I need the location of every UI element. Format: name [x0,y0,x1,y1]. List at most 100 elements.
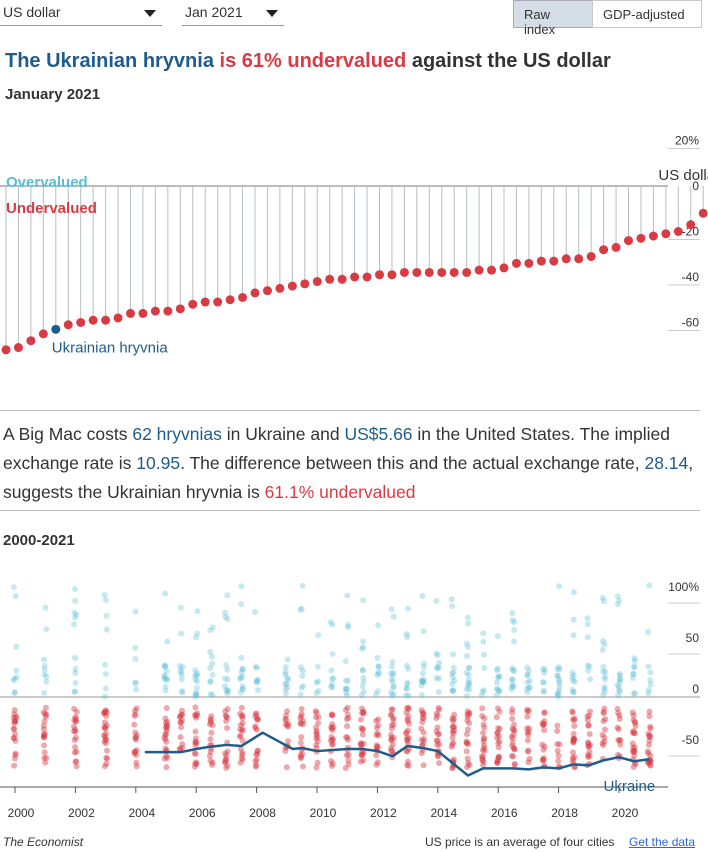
currency-dot [480,753,487,760]
currency-dot [450,716,457,723]
currency-dot [102,725,109,732]
get-data-link[interactable]: Get the data [629,835,696,849]
currency-dot [647,725,654,732]
currency-dot [449,674,456,681]
currency-dot [479,756,486,763]
currency-dot [390,715,397,722]
currency-dot [541,709,548,716]
currency-dot [344,692,351,699]
currency-dot [299,667,306,674]
date-select[interactable]: Jan 2021 [182,0,284,26]
currency-dot [313,724,320,731]
currency-dot [11,720,18,727]
currency-dot [359,683,366,690]
currency-dot [374,743,381,750]
currency-dot [600,668,607,675]
currency-dot [584,615,591,622]
currency-dot [570,735,577,742]
currency-dot [449,715,456,722]
currency-dot [495,674,502,681]
currency-dot [496,738,503,745]
currency-dot [541,679,548,686]
currency-dot [388,734,395,741]
currency-dot [464,708,471,715]
currency-dot [104,755,111,762]
currency-dot [631,744,638,751]
currency-dot [463,653,470,660]
x-tick-label: 2020 [612,806,639,820]
currency-select[interactable]: US dollar [0,0,162,26]
currency-dot [405,706,412,713]
desc-actual-rate: 28.14 [644,453,689,473]
currency-dot [631,663,638,670]
currency-dot [570,735,577,742]
currency-dot [647,732,654,739]
currency-dot [555,664,562,671]
currency-dot [463,669,470,676]
currency-dot [328,683,335,690]
currency-dot [510,683,517,690]
currency-dot [360,689,367,696]
currency-dot [511,745,518,752]
currency-dot [584,739,591,746]
currency-dot [373,732,380,739]
currency-dot [223,713,230,720]
y-tick-label: -50 [682,733,700,747]
currency-dot [390,735,397,742]
currency-dot [132,748,139,755]
currency-dot [359,710,366,717]
desc-text: . The difference between this and the ac… [180,453,645,473]
currency-dot [465,644,472,651]
currency-dot [73,708,80,715]
currency-dot [150,306,160,316]
currency-dot [178,688,185,695]
currency-dot [11,689,18,696]
currency-dot [102,671,109,678]
currency-dot [179,664,186,671]
currency-dot [586,252,596,262]
currency-dot [404,681,411,688]
x-tick-label: 2004 [128,806,155,820]
currency-dot [161,672,168,679]
currency-dot [12,718,19,725]
currency-dot [193,739,200,746]
currency-dot [525,732,532,739]
currency-dot [72,718,79,725]
currency-dot [297,715,304,722]
raw-index-button[interactable]: Raw index [513,0,593,37]
gdp-adjusted-button[interactable]: GDP-adjusted [592,0,702,28]
currency-dot [510,745,517,752]
currency-dot [599,595,606,602]
currency-dot [359,751,366,758]
currency-dot [449,765,456,772]
currency-dot [71,621,78,628]
currency-dot [358,692,365,699]
currency-dot [359,726,366,733]
currency-dot [282,690,289,697]
currency-dot [450,687,457,694]
currency-dot [175,304,185,314]
currency-dot [207,748,214,755]
currency-dot [1,345,11,355]
currency-dot [433,737,440,744]
currency-dot [285,723,292,730]
currency-dot [71,688,78,695]
currency-dot [418,736,425,743]
currency-dot [224,688,231,695]
currency-dot [359,731,366,738]
currency-dot [176,662,183,669]
currency-dot [433,728,440,735]
currency-dot [420,711,427,718]
currency-dot [569,674,576,681]
currency-dot [374,730,381,737]
currency-dot [617,737,624,744]
currency-dot [390,716,397,723]
currency-dot [524,748,531,755]
currency-dot [437,267,447,277]
currency-dot [360,749,367,756]
currency-dot [631,747,638,754]
currency-dot [192,672,199,679]
base-currency-label: US dollar [658,167,708,184]
currency-dot [524,689,531,696]
currency-dot [221,675,228,682]
